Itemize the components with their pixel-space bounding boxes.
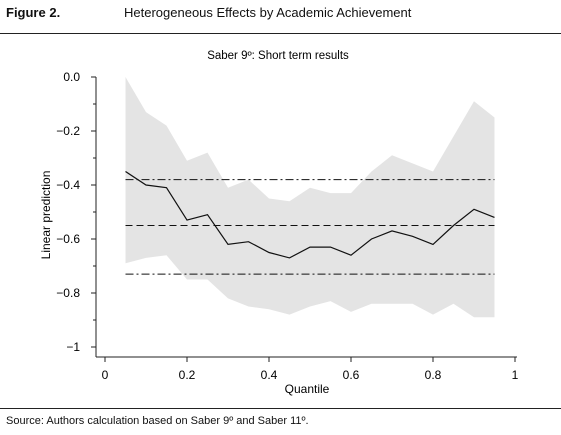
y-tick-label: −0.8 <box>56 286 80 300</box>
ci-band-layer <box>125 77 495 318</box>
y-tick-label: −0.6 <box>56 232 80 246</box>
y-tick-label: −0.4 <box>56 178 80 192</box>
header-rule <box>0 33 561 34</box>
x-tick-label: 0.8 <box>425 368 442 382</box>
x-ticks-layer: 0 0.2 0.4 0.6 0.8 1 <box>102 357 519 382</box>
y-tick-label: −0.2 <box>56 124 80 138</box>
reference-lines-layer <box>125 179 495 275</box>
x-tick-label: 1 <box>512 368 519 382</box>
x-tick-label: 0.4 <box>261 368 278 382</box>
x-tick-label: 0.6 <box>343 368 360 382</box>
y-ticks-layer: 0.0 −0.2 −0.4 −0.6 −0.8 −1 <box>56 70 96 354</box>
x-tick-label: 0.2 <box>179 368 196 382</box>
x-tick-label: 0 <box>102 368 109 382</box>
footer-rule <box>0 408 561 409</box>
y-tick-label: 0.0 <box>63 70 80 84</box>
chart-svg: Saber 9º: Short term results 0.0 −0.2 −0.4… <box>39 50 519 396</box>
chart-title: Saber 9º: Short term results <box>207 50 349 62</box>
x-axis-label: Quantile <box>285 382 330 396</box>
y-tick-label: −1 <box>66 340 80 354</box>
figure-label: Figure 2. <box>6 5 61 20</box>
figure-header: Figure 2. Heterogeneous Effects by Acade… <box>0 0 561 34</box>
prediction-line <box>125 170 495 259</box>
figure-title: Heterogeneous Effects by Academic Achiev… <box>124 5 412 20</box>
y-axis-label: Linear prediction <box>39 171 53 260</box>
source-note: Source: Authors calculation based on Sab… <box>6 415 309 427</box>
series-layer <box>125 170 495 259</box>
confidence-band <box>125 77 495 318</box>
